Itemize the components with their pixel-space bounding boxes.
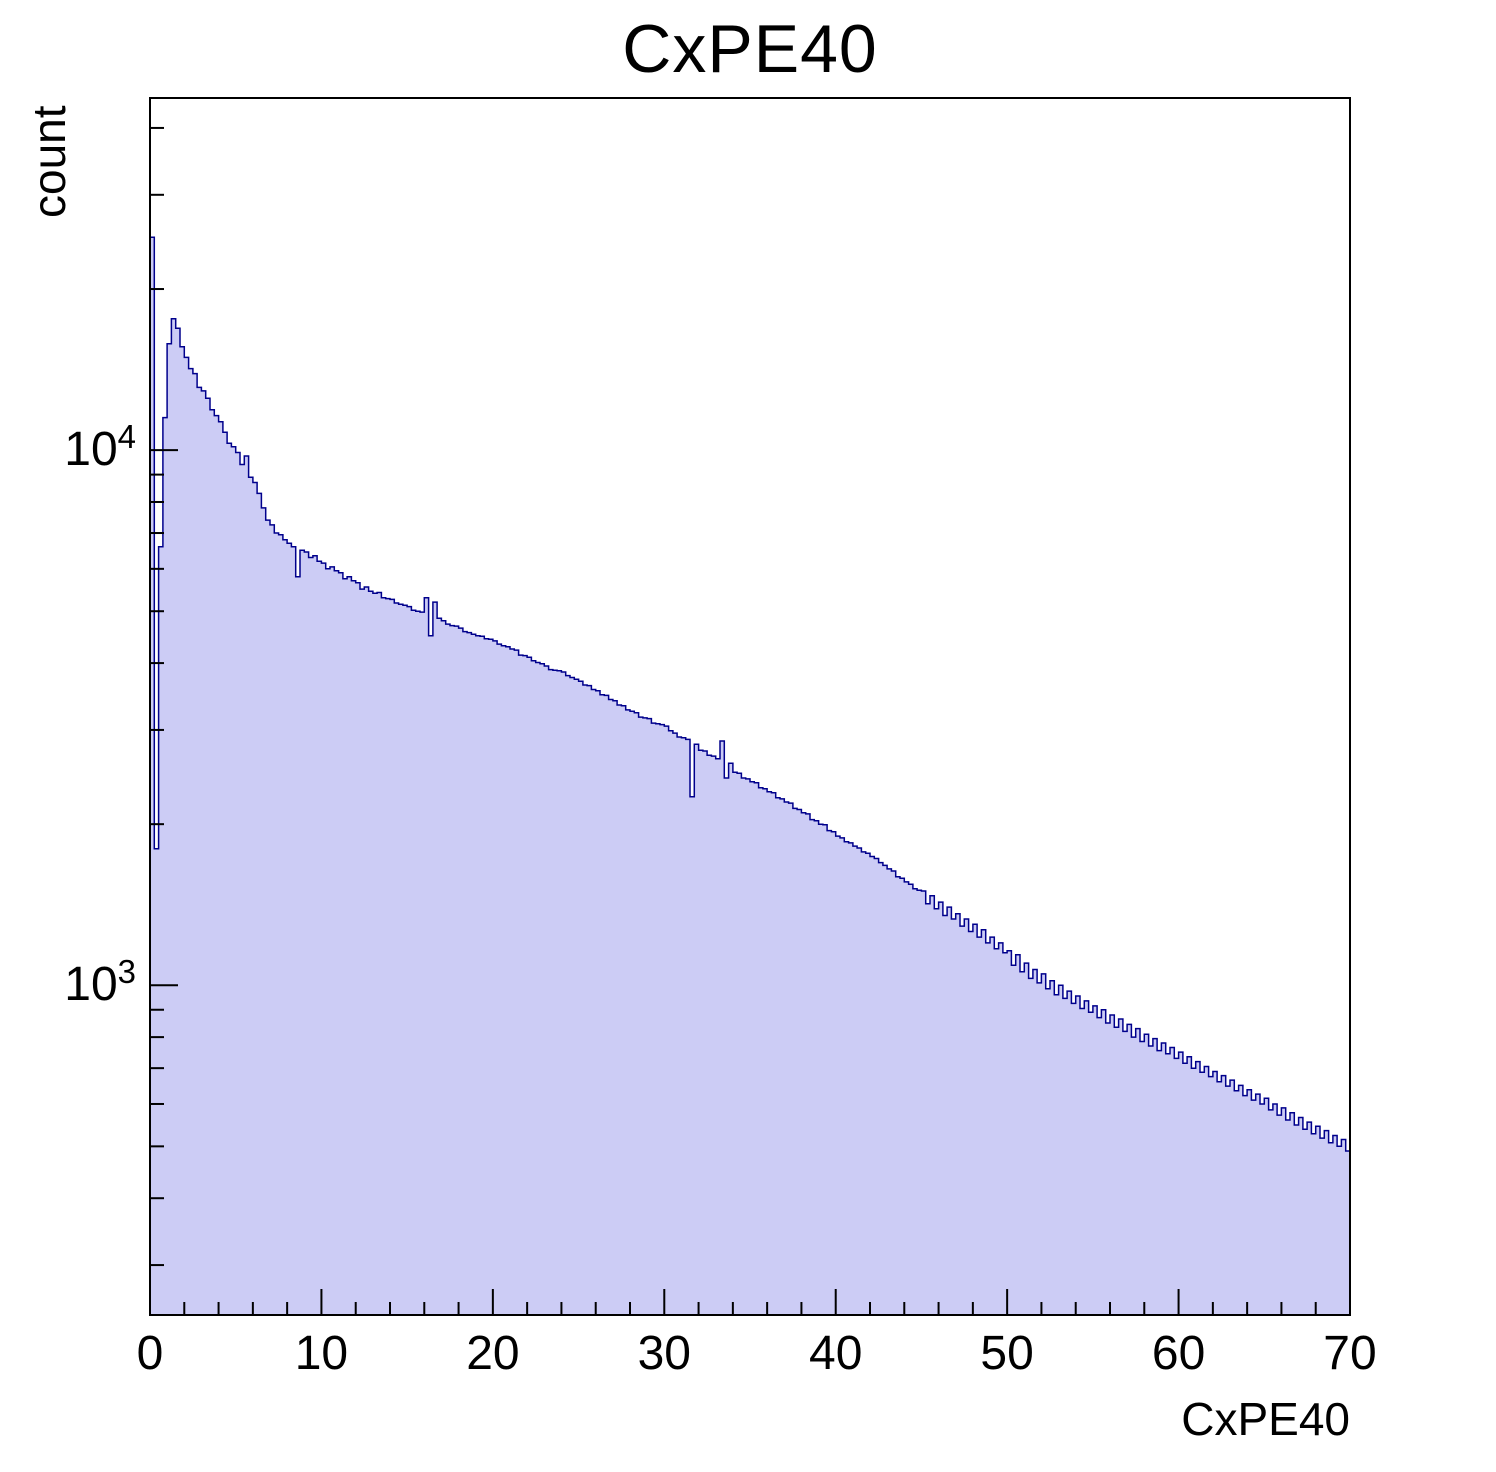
y-tick-label: 104 (64, 418, 136, 477)
histogram-series (149, 236, 1351, 1316)
chart-title: CxPE40 (622, 11, 878, 87)
x-tick-label: 50 (980, 1327, 1034, 1380)
x-tick-label: 70 (1323, 1327, 1377, 1380)
plot-frame (149, 97, 1351, 1316)
x-tick-label: 60 (1151, 1327, 1206, 1380)
x-tick-label: 20 (466, 1327, 520, 1380)
x-tick-label: 0 (136, 1327, 164, 1380)
y-tick-label: 103 (64, 953, 136, 1012)
x-tick-label: 10 (294, 1327, 349, 1380)
x-tick-label: 30 (637, 1327, 691, 1380)
x-axis-title: CxPE40 (1181, 1393, 1350, 1445)
x-tick-label: 40 (808, 1327, 863, 1380)
